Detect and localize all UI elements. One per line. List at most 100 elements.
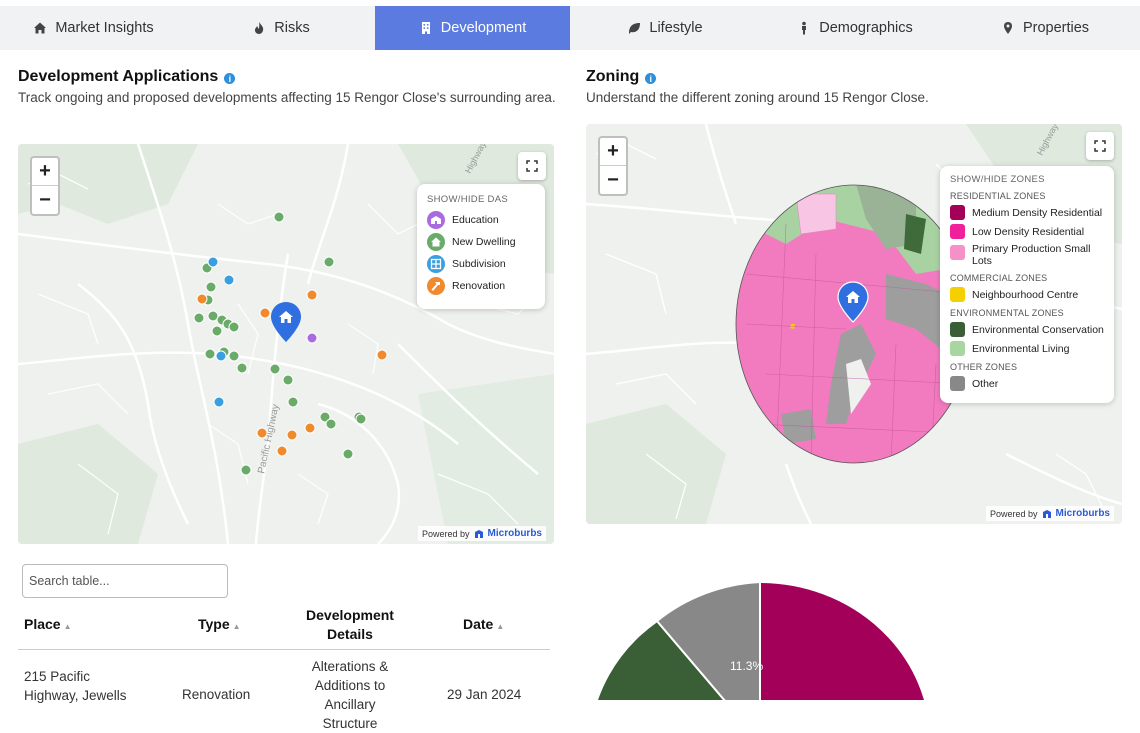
legend-item-primary-production[interactable]: Primary Production Small Lots xyxy=(950,243,1104,267)
table-cell-place[interactable]: 215 Pacific Highway, Jewells xyxy=(24,669,127,703)
hammer-icon xyxy=(427,277,445,295)
map-pin-icon xyxy=(1003,22,1012,34)
powered-by[interactable]: Powered by Microburbs xyxy=(418,526,546,541)
table-cell-date: 29 Jan 2024 xyxy=(447,687,522,702)
column-header-details[interactable]: Development Details xyxy=(306,607,394,642)
zoom-out-button[interactable]: − xyxy=(39,188,51,211)
microburbs-logo-icon xyxy=(1042,509,1051,518)
legend-label: New Dwelling xyxy=(452,236,516,248)
grid-icon xyxy=(427,255,445,273)
brand-name: Microburbs xyxy=(487,528,542,539)
tab-label: Lifestyle xyxy=(649,20,703,36)
legend-label: Neighbourhood Centre xyxy=(972,288,1079,301)
legend-title: SHOW/HIDE DAS xyxy=(427,194,508,205)
legend-label: Low Density Residential xyxy=(972,225,1085,238)
legend-title: SHOW/HIDE ZONES xyxy=(950,174,1045,185)
legend-label: Environmental Conservation xyxy=(972,323,1104,336)
swatch xyxy=(950,322,965,337)
legend-label: Education xyxy=(452,214,499,226)
zoom-in-button[interactable]: + xyxy=(32,158,58,186)
table-cell-type: Renovation xyxy=(182,687,251,702)
pie-slice-env-conservation[interactable] xyxy=(589,619,760,700)
column-header-type[interactable]: Type ▲ xyxy=(198,616,241,632)
microburbs-logo-icon xyxy=(474,529,483,538)
development-title: Development Applications i xyxy=(18,68,236,86)
powered-by-text: Powered by xyxy=(422,528,470,539)
fullscreen-icon xyxy=(1094,140,1106,152)
pie-slice-medium-density[interactable] xyxy=(759,580,931,700)
development-title-text: Development Applications xyxy=(18,68,219,85)
zoning-pie-chart: 11.3% xyxy=(589,580,931,700)
property-pin-icon[interactable] xyxy=(271,302,301,342)
section-tabs: Market Insights Risks Development Lifest… xyxy=(0,6,1140,50)
legend-label: Environmental Living xyxy=(972,342,1070,355)
zone-legend: SHOW/HIDE ZONES RESIDENTIAL ZONES Medium… xyxy=(940,166,1114,403)
column-header-place[interactable]: Place ▲ xyxy=(24,616,72,632)
swatch xyxy=(950,224,965,239)
legend-label: Other xyxy=(972,377,999,390)
swatch xyxy=(950,287,965,302)
tab-risks[interactable]: Risks xyxy=(187,6,375,50)
map-zoom-control: + − xyxy=(598,136,628,196)
legend-group: ENVIRONMENTAL ZONES xyxy=(950,308,1064,318)
house-icon xyxy=(427,233,445,251)
tab-market-insights[interactable]: Market Insights xyxy=(0,6,187,50)
tab-label: Risks xyxy=(274,20,310,36)
property-pin-icon[interactable] xyxy=(837,281,869,323)
leaf-icon xyxy=(629,23,641,34)
zoning-description: Understand the different zoning around 1… xyxy=(586,90,929,105)
tab-demographics[interactable]: Demographics xyxy=(760,6,950,50)
legend-group: COMMERCIAL ZONES xyxy=(950,273,1048,283)
home-icon xyxy=(34,22,47,34)
development-map[interactable]: Pacific Highway Highway xyxy=(18,144,554,544)
legend-item-other[interactable]: Other xyxy=(950,376,1104,391)
tab-label: Development xyxy=(440,20,527,36)
tab-label: Properties xyxy=(1022,20,1090,36)
column-header-date[interactable]: Date ▲ xyxy=(463,616,504,632)
swatch xyxy=(950,245,965,260)
zoning-map[interactable]: Highway xyxy=(586,124,1122,524)
tab-development[interactable]: Development xyxy=(375,6,570,50)
legend-label: Primary Production Small Lots xyxy=(972,243,1091,267)
fullscreen-button[interactable] xyxy=(518,152,546,180)
zoning-title: Zoning i xyxy=(586,68,657,86)
school-icon xyxy=(427,211,445,229)
map-zoom-control: + − xyxy=(30,156,60,216)
swatch xyxy=(950,341,965,356)
brand-name: Microburbs xyxy=(1055,508,1110,519)
tab-label: Demographics xyxy=(819,20,913,36)
legend-item-neighbourhood-centre[interactable]: Neighbourhood Centre xyxy=(950,287,1104,302)
zoom-in-button[interactable]: + xyxy=(600,138,626,166)
legend-label: Subdivision xyxy=(452,258,506,270)
info-icon[interactable]: i xyxy=(224,73,236,84)
development-description: Track ongoing and proposed developments … xyxy=(18,90,556,105)
legend-item-new-dwelling[interactable]: New Dwelling xyxy=(427,233,535,251)
fullscreen-button[interactable] xyxy=(1086,132,1114,160)
legend-label: Renovation xyxy=(452,280,506,292)
tab-properties[interactable]: Properties xyxy=(950,6,1140,50)
legend-item-env-living[interactable]: Environmental Living xyxy=(950,341,1104,356)
fullscreen-icon xyxy=(526,160,538,172)
powered-by[interactable]: Powered by Microburbs xyxy=(986,506,1114,521)
pie-data-label: 11.3% xyxy=(730,659,763,673)
zoning-title-text: Zoning xyxy=(586,68,640,85)
zoom-out-button[interactable]: − xyxy=(607,168,619,191)
legend-item-education[interactable]: Education xyxy=(427,211,535,229)
swatch xyxy=(950,376,965,391)
pie-slice-other[interactable] xyxy=(655,580,761,700)
flame-icon xyxy=(255,22,264,34)
header-label: Date xyxy=(463,616,494,632)
legend-item-medium-density[interactable]: Medium Density Residential xyxy=(950,205,1104,220)
legend-group: RESIDENTIAL ZONES xyxy=(950,191,1046,201)
tab-lifestyle[interactable]: Lifestyle xyxy=(570,6,760,50)
legend-item-subdivision[interactable]: Subdivision xyxy=(427,255,535,273)
tab-label: Market Insights xyxy=(55,20,154,36)
sort-icon: ▲ xyxy=(232,622,241,631)
info-icon[interactable]: i xyxy=(645,73,657,84)
table-cell-details: Alterations & Additions to Ancillary Str… xyxy=(311,659,389,731)
legend-item-low-density[interactable]: Low Density Residential xyxy=(950,224,1104,239)
search-input[interactable] xyxy=(22,564,228,598)
legend-item-env-conservation[interactable]: Environmental Conservation xyxy=(950,322,1104,337)
legend-group: OTHER ZONES xyxy=(950,362,1018,372)
legend-item-renovation[interactable]: Renovation xyxy=(427,277,535,295)
